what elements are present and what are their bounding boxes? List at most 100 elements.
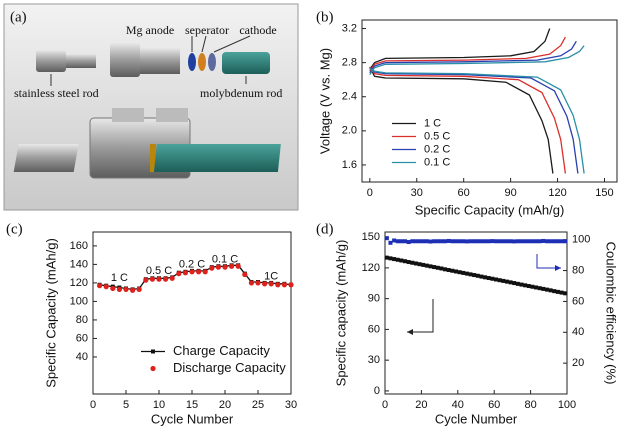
legend-label: Charge Capacity (173, 343, 270, 358)
data-point (149, 276, 155, 282)
data-point (424, 239, 429, 244)
y-tick-label: 90 (368, 293, 380, 305)
data-point (515, 281, 520, 286)
data-point (446, 268, 451, 273)
data-point (548, 239, 553, 244)
annotation: 1 C (111, 272, 128, 284)
panel-label: (c) (6, 221, 23, 237)
data-point (288, 282, 294, 288)
y-tick-label: 120 (70, 277, 88, 289)
arrow (536, 254, 561, 269)
data-point (453, 239, 458, 244)
y2-axis-label: Coulombic efficiency (%) (604, 242, 619, 385)
y-tick-label: 120 (362, 262, 380, 274)
x-tick-label: 90 (504, 187, 516, 199)
data-point (275, 282, 281, 288)
x-tick-label: 40 (452, 399, 464, 411)
x-tick-label: 15 (186, 399, 198, 411)
data-point (519, 239, 524, 244)
y-tick-label: 3.2 (342, 22, 357, 34)
data-point (472, 239, 477, 244)
data-point (486, 276, 491, 281)
x-tick-label: 0 (367, 187, 373, 199)
data-point (461, 270, 466, 275)
y-tick-label: 40 (76, 351, 88, 363)
data-point (548, 288, 553, 293)
separator-disc (198, 53, 206, 71)
legend-label: Discharge Capacity (173, 360, 286, 375)
cathode-disc (208, 53, 216, 71)
legend-marker (151, 349, 155, 354)
y-tick-label: 2.4 (342, 91, 357, 103)
data-point (432, 239, 437, 244)
data-point (443, 267, 448, 272)
y-tick-label: 150 (362, 231, 380, 243)
data-point (281, 282, 287, 288)
data-point (116, 286, 122, 292)
data-point (526, 284, 531, 289)
fitting-body (140, 48, 180, 74)
data-point (494, 277, 499, 282)
data-point (515, 239, 520, 244)
data-point (483, 239, 488, 244)
data-point (497, 239, 502, 244)
data-point (563, 291, 568, 296)
data-point (439, 266, 444, 271)
x-tick-label: 20 (415, 399, 427, 411)
panel-label: (d) (316, 221, 334, 237)
data-point (439, 239, 444, 244)
data-point (388, 240, 393, 245)
data-point (512, 281, 517, 286)
data-point (229, 263, 235, 269)
arrow-head (555, 265, 561, 271)
series-line (369, 45, 585, 174)
data-point (130, 287, 136, 293)
y-axis-label: Specific Capacity (mAh/g) (43, 238, 58, 388)
data-point (534, 285, 539, 290)
y-axis-label: Specific capacity (mAh/g) (333, 240, 348, 387)
data-point (457, 270, 462, 275)
series-line (369, 36, 567, 174)
x-tick-label: 100 (558, 399, 576, 411)
y-tick-label: 1.6 (342, 159, 357, 171)
panel-label: (b) (316, 9, 334, 25)
x-tick-label: 60 (458, 187, 470, 199)
x-axis-label: Cycle Number (435, 411, 518, 426)
data-point (156, 276, 162, 282)
data-point (103, 284, 109, 290)
data-point (388, 256, 393, 261)
y2-tick-label: 100 (572, 234, 590, 246)
data-point (392, 238, 397, 243)
x-tick-label: 30 (285, 399, 297, 411)
fitting-nut (110, 43, 140, 77)
data-point (248, 280, 254, 286)
y2-tick-label: 20 (572, 357, 584, 369)
legend-label: 1 C (424, 117, 441, 129)
x-tick-label: 0 (90, 399, 96, 411)
data-point (541, 238, 546, 243)
data-point (262, 281, 268, 287)
x-tick-label: 30 (411, 187, 423, 199)
arrow (407, 299, 434, 333)
data-point (544, 239, 549, 244)
data-point (508, 239, 513, 244)
data-point (421, 239, 426, 244)
data-point (268, 281, 274, 287)
data-point (479, 274, 484, 279)
data-point (176, 271, 182, 277)
data-point (428, 264, 433, 269)
x-tick-label: 10 (153, 399, 165, 411)
data-point (446, 238, 451, 243)
data-point (497, 278, 502, 283)
y-tick-label: 60 (76, 332, 88, 344)
data-point (399, 239, 404, 244)
data-point (421, 262, 426, 267)
x-tick-label: 60 (488, 399, 500, 411)
x-axis-label: Specific Capacity (mAh/g) (415, 202, 565, 217)
pointer (213, 35, 251, 53)
data-point (479, 239, 484, 244)
diagram-label: stainless steel rod (14, 86, 99, 100)
y-tick-label: 60 (368, 323, 380, 335)
x-tick-label: 150 (595, 187, 613, 199)
plot-frame (361, 19, 618, 183)
